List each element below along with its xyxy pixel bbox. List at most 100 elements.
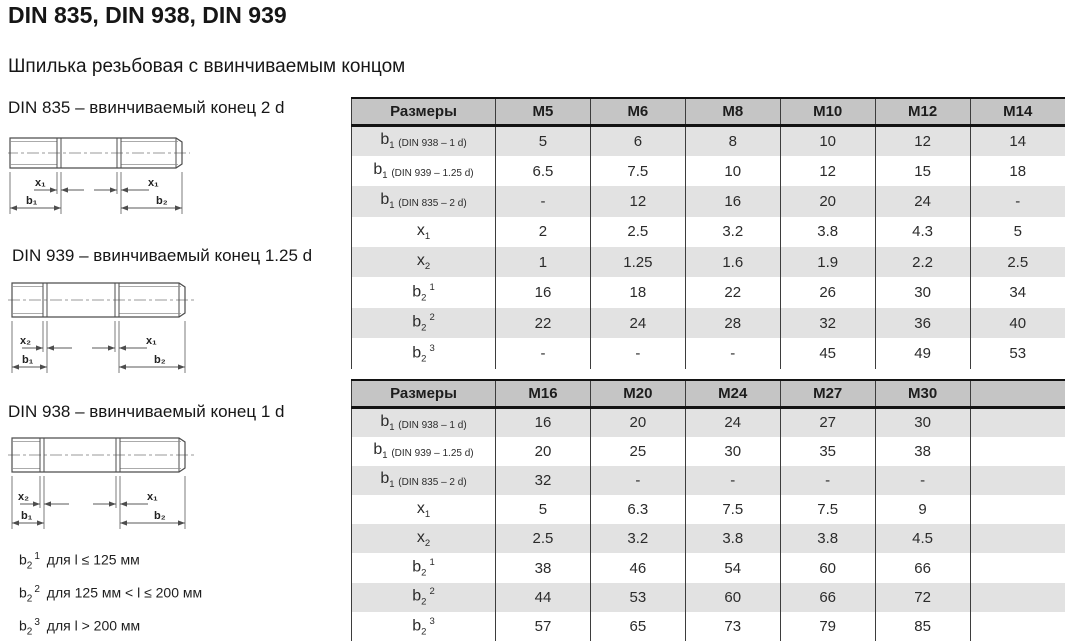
table-cell: 36 (875, 307, 971, 339)
table-cell: 2.5 (495, 524, 591, 554)
table-row: b1 (DIN 835 – 2 d) -12 16 20 24- (351, 186, 1065, 217)
table-row: b1 (DIN 939 – 1.25 d) 20 25 30 35 38 (351, 436, 1066, 466)
symbol-main: x (416, 252, 425, 270)
table-cell: 60 (780, 553, 876, 583)
table-cell: 16 (685, 186, 781, 217)
table-cell: - (495, 338, 591, 369)
symbol-sub: 1 (389, 479, 395, 491)
row-label-note: (DIN 938 – 1 d) (395, 419, 467, 431)
row-label: b23 (351, 338, 496, 369)
table-row: b23 57 65 73 79 85 (351, 611, 1066, 641)
table-cell: - (495, 186, 591, 217)
table-cell (970, 408, 1065, 437)
dim-label-x-right: x₁ (146, 335, 157, 347)
table-cell: 7.5 (685, 495, 781, 525)
table-row: x2 1 1.25 1.6 1.9 2.2 2.5 (351, 247, 1065, 278)
column-header: M27 (780, 379, 876, 409)
table-cell: 1.6 (685, 247, 781, 278)
table-cell: 53 (590, 582, 686, 612)
table-cell: 45 (780, 338, 876, 369)
row-label: b22 (351, 582, 496, 612)
symbol-sub: 2 (424, 537, 431, 549)
row-label-note: (DIN 835 – 2 d) (395, 477, 467, 489)
table-cell: 34 (1009, 284, 1027, 302)
table-cell: 5 (1013, 223, 1022, 241)
table-cell: 18 (1009, 162, 1027, 180)
symbol-sub: 2 (421, 353, 427, 365)
table-cell: 10 (780, 125, 876, 156)
symbol-sup: 3 (429, 615, 435, 627)
column-header: M8 (685, 97, 781, 127)
table-cell: 6.5 (495, 155, 591, 187)
table-cell: 5 (495, 125, 591, 156)
table-cell: 22 (495, 307, 591, 339)
table-cell: 32 (495, 465, 591, 496)
table-cell (970, 524, 1065, 553)
table-cell: 53 (1009, 344, 1027, 362)
table-cell: 3.8 (685, 524, 781, 554)
symbol-main: b (380, 131, 390, 149)
footnote-text: для l > 200 мм (42, 617, 141, 634)
footnote-text: для 125 мм < l ≤ 200 мм (42, 584, 203, 601)
table-cell (970, 553, 1065, 582)
symbol-sub: 1 (389, 421, 395, 433)
row-label: b23 (351, 611, 496, 641)
table-cell: 14 (1009, 132, 1027, 150)
footnote-text: для l ≤ 125 мм (42, 551, 140, 568)
table-cell: - (685, 465, 781, 496)
symbol-main: b (412, 344, 422, 361)
table-cell: 4.3 (875, 216, 971, 248)
symbol-sub: 1 (424, 230, 431, 242)
symbol-sub: 2 (424, 261, 431, 273)
table-row: b1 (DIN 939 – 1.25 d) 6.5 7.5 10 12 15 18 (351, 155, 1066, 187)
table-cell: 24 (875, 186, 971, 217)
table-row: b23- - -45 49 53 (351, 338, 1066, 369)
table-cell: 66 (780, 582, 876, 612)
table-cell: 27 (780, 407, 876, 437)
din-table-small-sizes: Размеры M5 M6 M8 M10 M12 M14 b1 (DIN 938 – 1 d… (351, 97, 1065, 369)
table-row: b1 (DIN 835 – 2 d) 32- - - - (351, 465, 1065, 496)
symbol-main: b (412, 283, 422, 301)
table-cell: 25 (590, 436, 686, 466)
table-cell: 3.8 (780, 524, 876, 554)
symbol-main: x (416, 499, 425, 517)
symbol-sub: 2 (26, 560, 33, 572)
table-cell: 12 (590, 186, 686, 217)
table-cell: 26 (780, 277, 876, 308)
table-cell: 18 (590, 277, 686, 308)
table-cell: 3.2 (590, 524, 686, 554)
symbol-sub: 1 (382, 450, 388, 462)
table-cell: 2.2 (875, 247, 971, 278)
table-cell: 30 (875, 407, 971, 437)
drawing-din938: x₂ x₁ b₁ b₂ (8, 437, 194, 529)
table-cell: 20 (780, 186, 876, 217)
row-label: b21 (351, 277, 496, 308)
table-row: b1 (DIN 938 – 1 d) 16 20 24 27 30 (351, 407, 1065, 437)
symbol-main: b (373, 160, 383, 178)
table-cell: 35 (780, 436, 876, 466)
row-label: b1 (DIN 938 – 1 d) (351, 407, 496, 437)
symbol-sup: 3 (34, 617, 40, 628)
footnote-b2-3: b23 для l > 200 мм (19, 617, 140, 637)
drawing-din835: x₁ x₁ b₁ b₂ (8, 137, 190, 214)
footnote-b2-2: b22 для 125 мм < l ≤ 200 мм (19, 584, 202, 604)
symbol-sub: 2 (26, 593, 33, 605)
symbol-main: b (373, 441, 383, 459)
dim-label-x-left: x₁ (35, 177, 46, 189)
table-cell: 7.5 (590, 155, 686, 187)
symbol-sub: 1 (389, 200, 395, 212)
symbol-sub: 2 (421, 596, 427, 608)
table-cell: 5 (495, 495, 591, 525)
table-cell: - (780, 465, 876, 496)
symbol-sup: 1 (429, 557, 435, 569)
table-cell: 49 (875, 338, 971, 369)
symbol-sub: 1 (424, 508, 431, 520)
symbol-main: b (380, 191, 390, 209)
symbol-sup: 2 (429, 312, 435, 324)
dim-label-b-left: b₁ (21, 510, 33, 522)
column-header: M16 (495, 379, 591, 409)
table-cell: 16 (495, 407, 591, 437)
table-cell: 72 (875, 582, 971, 612)
table-cell: - (590, 338, 686, 369)
